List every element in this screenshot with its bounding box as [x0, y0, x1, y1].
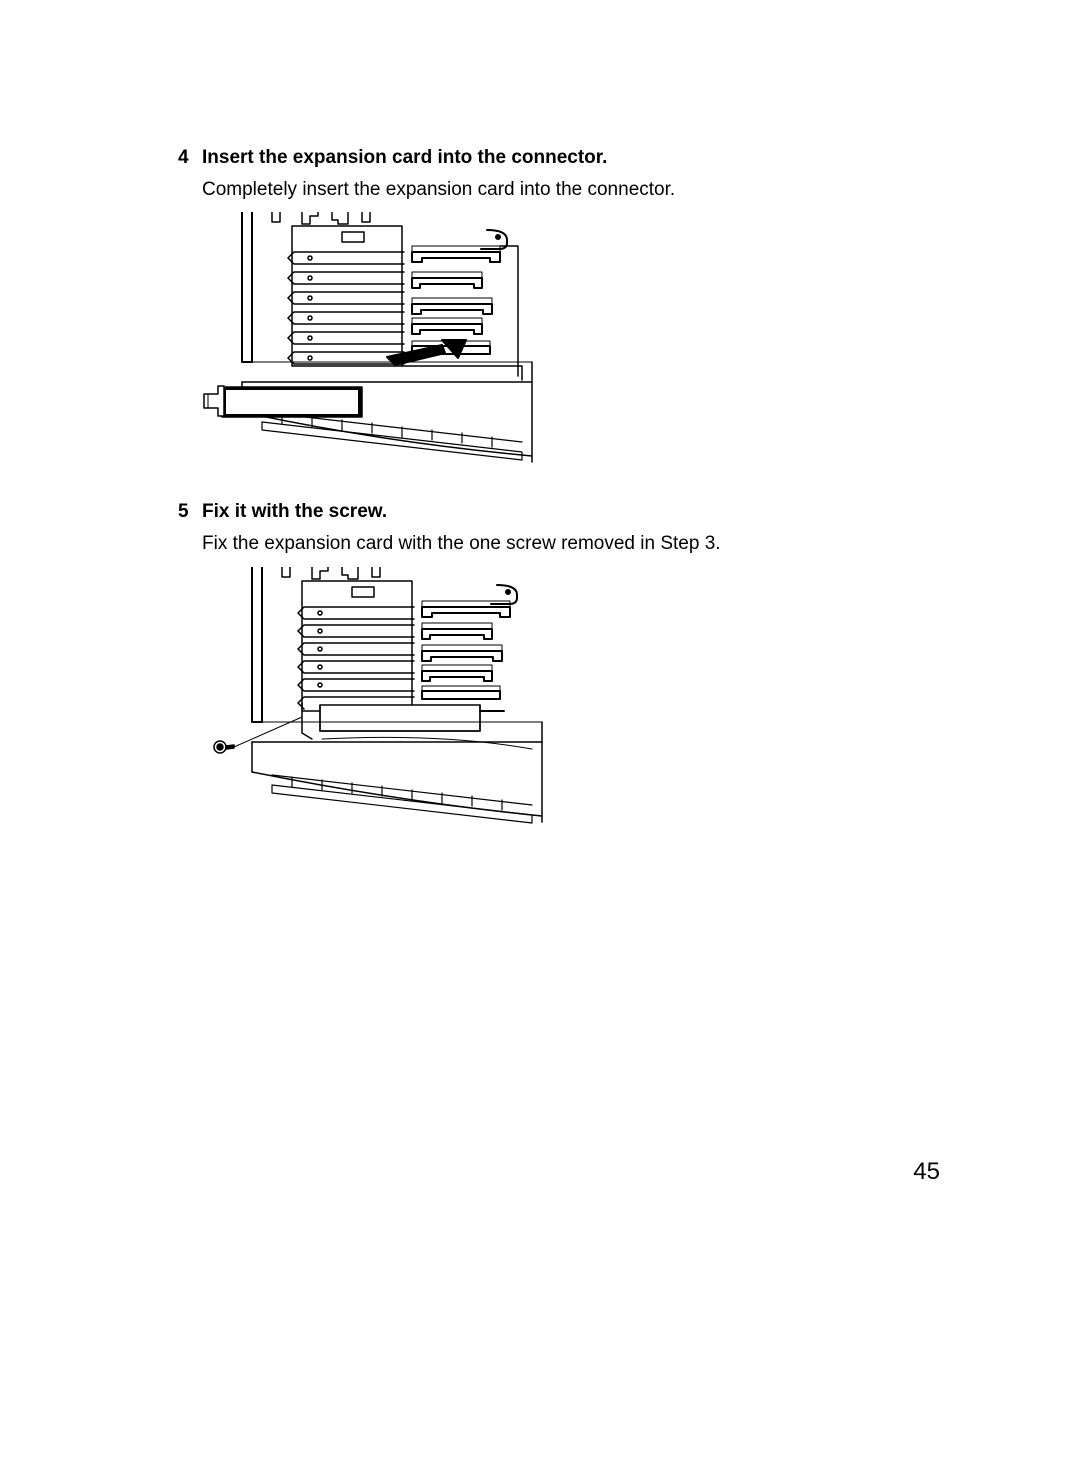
step-5-title: Fix it with the screw.	[202, 500, 940, 525]
step-5-header: 5 Fix it with the screw.	[178, 500, 940, 525]
page: 4 Insert the expansion card into the con…	[0, 0, 1080, 1471]
step-5-body: Fix the expansion card with the one scre…	[202, 531, 940, 557]
step-4-number: 4	[178, 146, 202, 171]
expansion-card-screw-diagram	[202, 567, 562, 827]
step-4: 4 Insert the expansion card into the con…	[178, 146, 940, 472]
step-5-number: 5	[178, 500, 202, 525]
expansion-card-insert-diagram	[202, 212, 562, 472]
step-4-figure	[202, 212, 940, 472]
step-4-header: 4 Insert the expansion card into the con…	[178, 146, 940, 171]
step-4-body: Completely insert the expansion card int…	[202, 177, 940, 203]
step-4-title: Insert the expansion card into the conne…	[202, 146, 940, 171]
page-number: 45	[913, 1158, 940, 1186]
step-5-figure	[202, 567, 940, 827]
step-5: 5 Fix it with the screw. Fix the expansi…	[178, 500, 940, 826]
